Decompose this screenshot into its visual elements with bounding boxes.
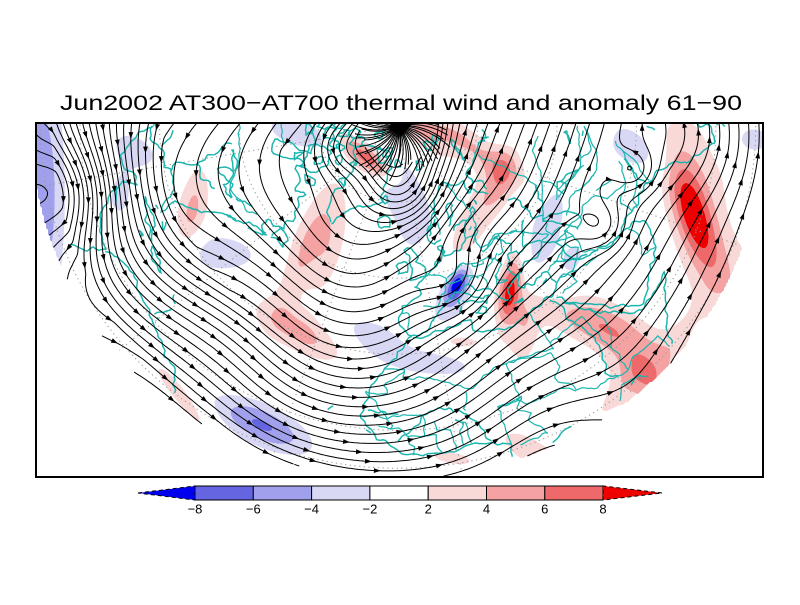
svg-text:8: 8 [599,502,606,517]
svg-text:6: 6 [541,502,548,517]
svg-text:−6: −6 [246,502,261,517]
svg-text:−2: −2 [362,502,377,517]
svg-text:2: 2 [425,502,432,517]
svg-text:−4: −4 [304,502,319,517]
svg-text:4: 4 [483,502,490,517]
svg-text:−8: −8 [188,502,203,517]
svg-text:Jun2002 AT300−AT700 thermal wi: Jun2002 AT300−AT700 thermal wind and ano… [60,91,742,115]
